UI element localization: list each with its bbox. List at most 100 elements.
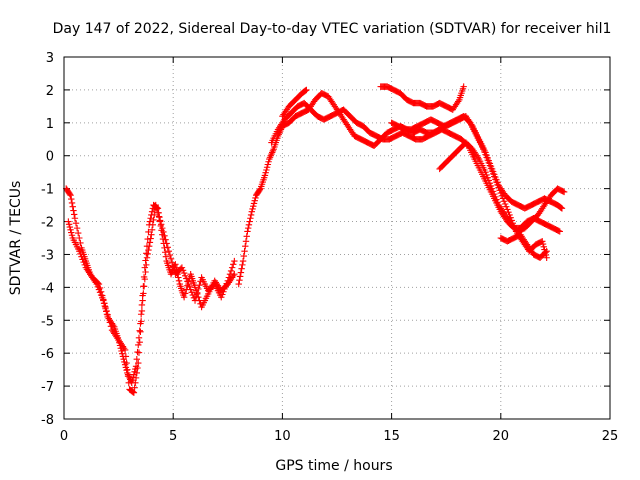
data-point — [494, 181, 501, 188]
data-point — [504, 206, 511, 213]
data-point — [138, 307, 146, 315]
data-point — [543, 247, 550, 255]
data-point — [151, 211, 158, 219]
data-point — [141, 275, 149, 283]
data-point — [154, 209, 162, 216]
data-point — [68, 199, 76, 207]
data-point — [247, 215, 254, 222]
data-point — [493, 196, 500, 203]
data-point — [164, 244, 171, 251]
data-point — [162, 236, 169, 243]
y-tick-label: -4 — [41, 281, 54, 296]
data-point — [481, 148, 488, 156]
data-point — [225, 274, 233, 281]
data-point — [99, 292, 106, 299]
data-point — [124, 373, 132, 380]
data-point — [556, 228, 563, 235]
data-point — [156, 217, 164, 224]
data-point — [161, 232, 168, 240]
data-point — [237, 269, 245, 276]
data-point — [242, 238, 250, 245]
data-point — [249, 205, 256, 213]
data-point — [228, 264, 236, 271]
y-tick-label: 3 — [46, 51, 54, 66]
data-point — [219, 291, 226, 298]
data-point — [543, 254, 550, 261]
data-point — [484, 156, 491, 164]
data-point — [511, 225, 519, 232]
data-point — [496, 187, 503, 194]
data-point — [136, 327, 143, 334]
data-point — [145, 228, 152, 236]
data-point — [142, 268, 149, 276]
data-point — [250, 200, 258, 207]
data-point — [243, 233, 250, 240]
data-point — [499, 195, 507, 202]
data-point — [125, 379, 132, 386]
y-axis-label: SDTVAR / TECUs — [8, 181, 24, 296]
y-tick-label: -5 — [41, 314, 54, 329]
series-track-9 — [497, 231, 550, 261]
data-point — [239, 257, 247, 265]
data-point — [163, 240, 170, 247]
data-point — [135, 341, 142, 349]
data-point — [104, 311, 111, 318]
data-point — [189, 291, 197, 299]
data-point — [497, 189, 504, 197]
data-point — [191, 297, 199, 304]
data-point — [483, 154, 490, 161]
data-point — [500, 198, 508, 205]
data-point — [506, 211, 513, 219]
data-point — [134, 364, 141, 372]
data-point — [256, 186, 264, 193]
data-point — [182, 290, 189, 297]
data-point — [460, 83, 467, 90]
data-point — [505, 209, 512, 216]
data-point — [81, 261, 88, 269]
data-point — [245, 221, 253, 229]
data-point — [492, 193, 499, 201]
chart-title: Day 147 of 2022, Sidereal Day-to-day VTE… — [53, 21, 612, 37]
data-point — [161, 249, 169, 256]
data-point — [76, 234, 83, 242]
data-point — [558, 205, 566, 212]
series-track-7 — [436, 139, 568, 235]
data-point — [145, 243, 153, 250]
data-point — [235, 280, 242, 288]
data-point — [66, 223, 74, 231]
data-point — [175, 274, 182, 281]
data-point — [179, 267, 187, 274]
data-point — [67, 226, 74, 233]
data-point — [132, 374, 140, 382]
data-point — [140, 283, 148, 290]
data-point — [175, 277, 183, 284]
data-point — [265, 158, 272, 165]
data-point — [251, 197, 258, 204]
data-point — [135, 349, 143, 356]
data-point — [100, 296, 107, 303]
data-point — [103, 307, 110, 315]
data-point — [244, 228, 251, 235]
y-tick-label: -7 — [41, 380, 54, 395]
data-point — [187, 286, 194, 293]
data-point — [492, 176, 499, 183]
data-point — [141, 264, 149, 271]
data-point — [97, 288, 105, 295]
data-point — [185, 280, 192, 288]
data-point — [489, 188, 497, 195]
data-point — [501, 200, 509, 208]
data-point — [149, 221, 157, 229]
data-point — [192, 293, 200, 300]
data-point — [194, 289, 201, 297]
data-point — [135, 359, 142, 367]
data-point — [491, 173, 498, 180]
data-point — [133, 356, 140, 363]
data-point — [486, 179, 494, 187]
data-point — [303, 86, 310, 94]
data-point — [248, 208, 256, 215]
data-point — [246, 218, 253, 225]
data-point — [494, 199, 501, 206]
data-point — [155, 213, 163, 220]
data-point — [220, 288, 227, 295]
data-point — [186, 283, 193, 291]
